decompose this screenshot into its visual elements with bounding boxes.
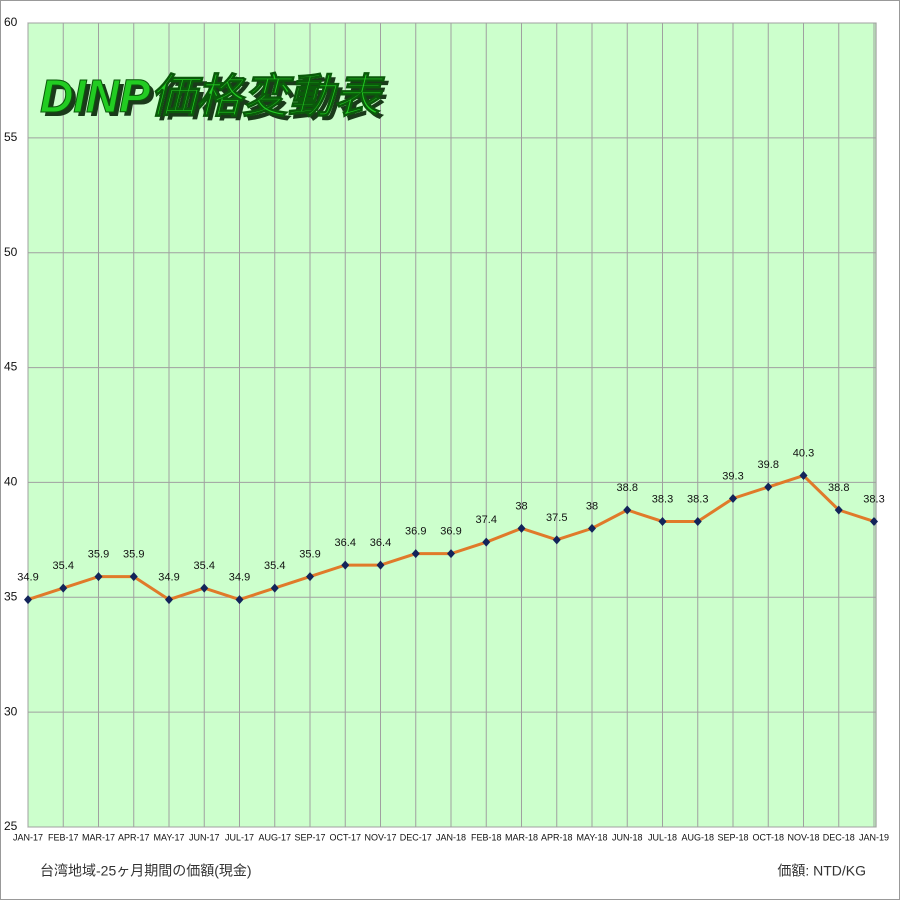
data-label: 34.9 <box>17 571 38 583</box>
y-tick-label: 45 <box>4 360 18 374</box>
data-label: 34.9 <box>229 571 250 583</box>
marker <box>623 505 632 515</box>
footer-right: 価額: NTD/KG <box>777 863 866 879</box>
x-tick-label: DEC-17 <box>400 832 432 842</box>
data-label: 36.9 <box>440 526 461 538</box>
data-label: 35.9 <box>123 549 144 561</box>
x-tick-label: FEB-18 <box>471 832 502 842</box>
data-label: 35.4 <box>53 560 74 572</box>
data-label: 38.3 <box>687 493 708 505</box>
marker <box>235 595 244 605</box>
y-tick-label: 55 <box>4 130 18 144</box>
y-tick-label: 50 <box>4 245 18 259</box>
x-tick-label: APR-18 <box>541 832 573 842</box>
marker <box>411 549 420 559</box>
marker <box>517 523 526 533</box>
x-tick-label: AUG-18 <box>681 832 714 842</box>
x-tick-label: JUL-18 <box>648 832 677 842</box>
marker <box>129 572 138 582</box>
marker <box>693 516 702 526</box>
data-label: 35.4 <box>264 560 285 572</box>
x-tick-label: JAN-19 <box>859 832 889 842</box>
data-label: 38.8 <box>828 482 849 494</box>
data-label: 37.5 <box>546 512 567 524</box>
marker <box>376 560 385 570</box>
marker <box>834 505 843 515</box>
marker <box>658 516 667 526</box>
footer-left: 台湾地域-25ヶ月期間の価額(現金) <box>40 863 252 879</box>
data-label: 36.4 <box>335 537 356 549</box>
y-tick-label: 60 <box>4 15 18 29</box>
marker <box>729 494 737 504</box>
x-tick-label: SEP-18 <box>717 832 748 842</box>
x-tick-label: NOV-17 <box>364 832 396 842</box>
marker <box>799 471 808 481</box>
data-label: 39.8 <box>758 459 779 471</box>
marker <box>588 523 596 533</box>
data-label: 38 <box>515 500 527 512</box>
data-label: 35.9 <box>88 549 109 561</box>
chart-title: DINP価格変動表 <box>40 70 386 122</box>
marker <box>270 583 279 593</box>
marker <box>59 583 68 593</box>
marker <box>870 516 878 526</box>
marker <box>341 560 350 570</box>
y-tick-label: 40 <box>4 475 18 489</box>
x-tick-label: JUN-18 <box>612 832 643 842</box>
plot-area <box>27 22 877 828</box>
y-tick-label: 30 <box>4 704 18 718</box>
data-label: 40.3 <box>793 447 814 459</box>
data-label: 36.9 <box>405 526 426 538</box>
data-label: 36.4 <box>370 537 391 549</box>
x-tick-label: AUG-17 <box>258 832 291 842</box>
x-tick-label: MAR-17 <box>82 832 115 842</box>
x-tick-label: NOV-18 <box>787 832 819 842</box>
chart-title-shadow: DINP価格変動表 <box>44 74 390 126</box>
marker <box>552 535 561 545</box>
grid <box>27 22 876 828</box>
marker <box>165 595 173 605</box>
marker <box>306 572 314 582</box>
x-tick-label: JUN-17 <box>189 832 220 842</box>
x-tick-label: JAN-18 <box>436 832 466 842</box>
marker <box>94 572 103 582</box>
x-tick-label: OCT-18 <box>752 832 784 842</box>
marker <box>482 537 491 547</box>
data-label: 39.3 <box>722 470 743 482</box>
y-tick-label: 35 <box>4 589 18 603</box>
data-label: 38.3 <box>863 493 884 505</box>
x-tick-label: APR-17 <box>118 832 150 842</box>
x-tick-label: MAY-18 <box>576 832 607 842</box>
x-tick-label: FEB-17 <box>48 832 79 842</box>
data-label: 38.8 <box>617 482 638 494</box>
x-tick-label: MAY-17 <box>153 832 184 842</box>
marker <box>24 595 32 605</box>
data-label: 35.9 <box>299 549 320 561</box>
x-tick-label: JUL-17 <box>225 832 254 842</box>
marker <box>200 583 209 593</box>
data-label: 35.4 <box>194 560 215 572</box>
x-tick-label: SEP-17 <box>294 832 325 842</box>
data-label: 38.3 <box>652 493 673 505</box>
x-tick-label: MAR-18 <box>505 832 538 842</box>
data-label: 34.9 <box>158 571 179 583</box>
marker <box>447 549 455 559</box>
x-tick-label: DEC-18 <box>823 832 855 842</box>
data-label: 38 <box>586 500 598 512</box>
data-label: 37.4 <box>476 514 497 526</box>
marker <box>764 482 773 492</box>
y-tick-label: 25 <box>4 819 18 833</box>
x-tick-label: JAN-17 <box>13 832 43 842</box>
x-tick-label: OCT-17 <box>329 832 361 842</box>
